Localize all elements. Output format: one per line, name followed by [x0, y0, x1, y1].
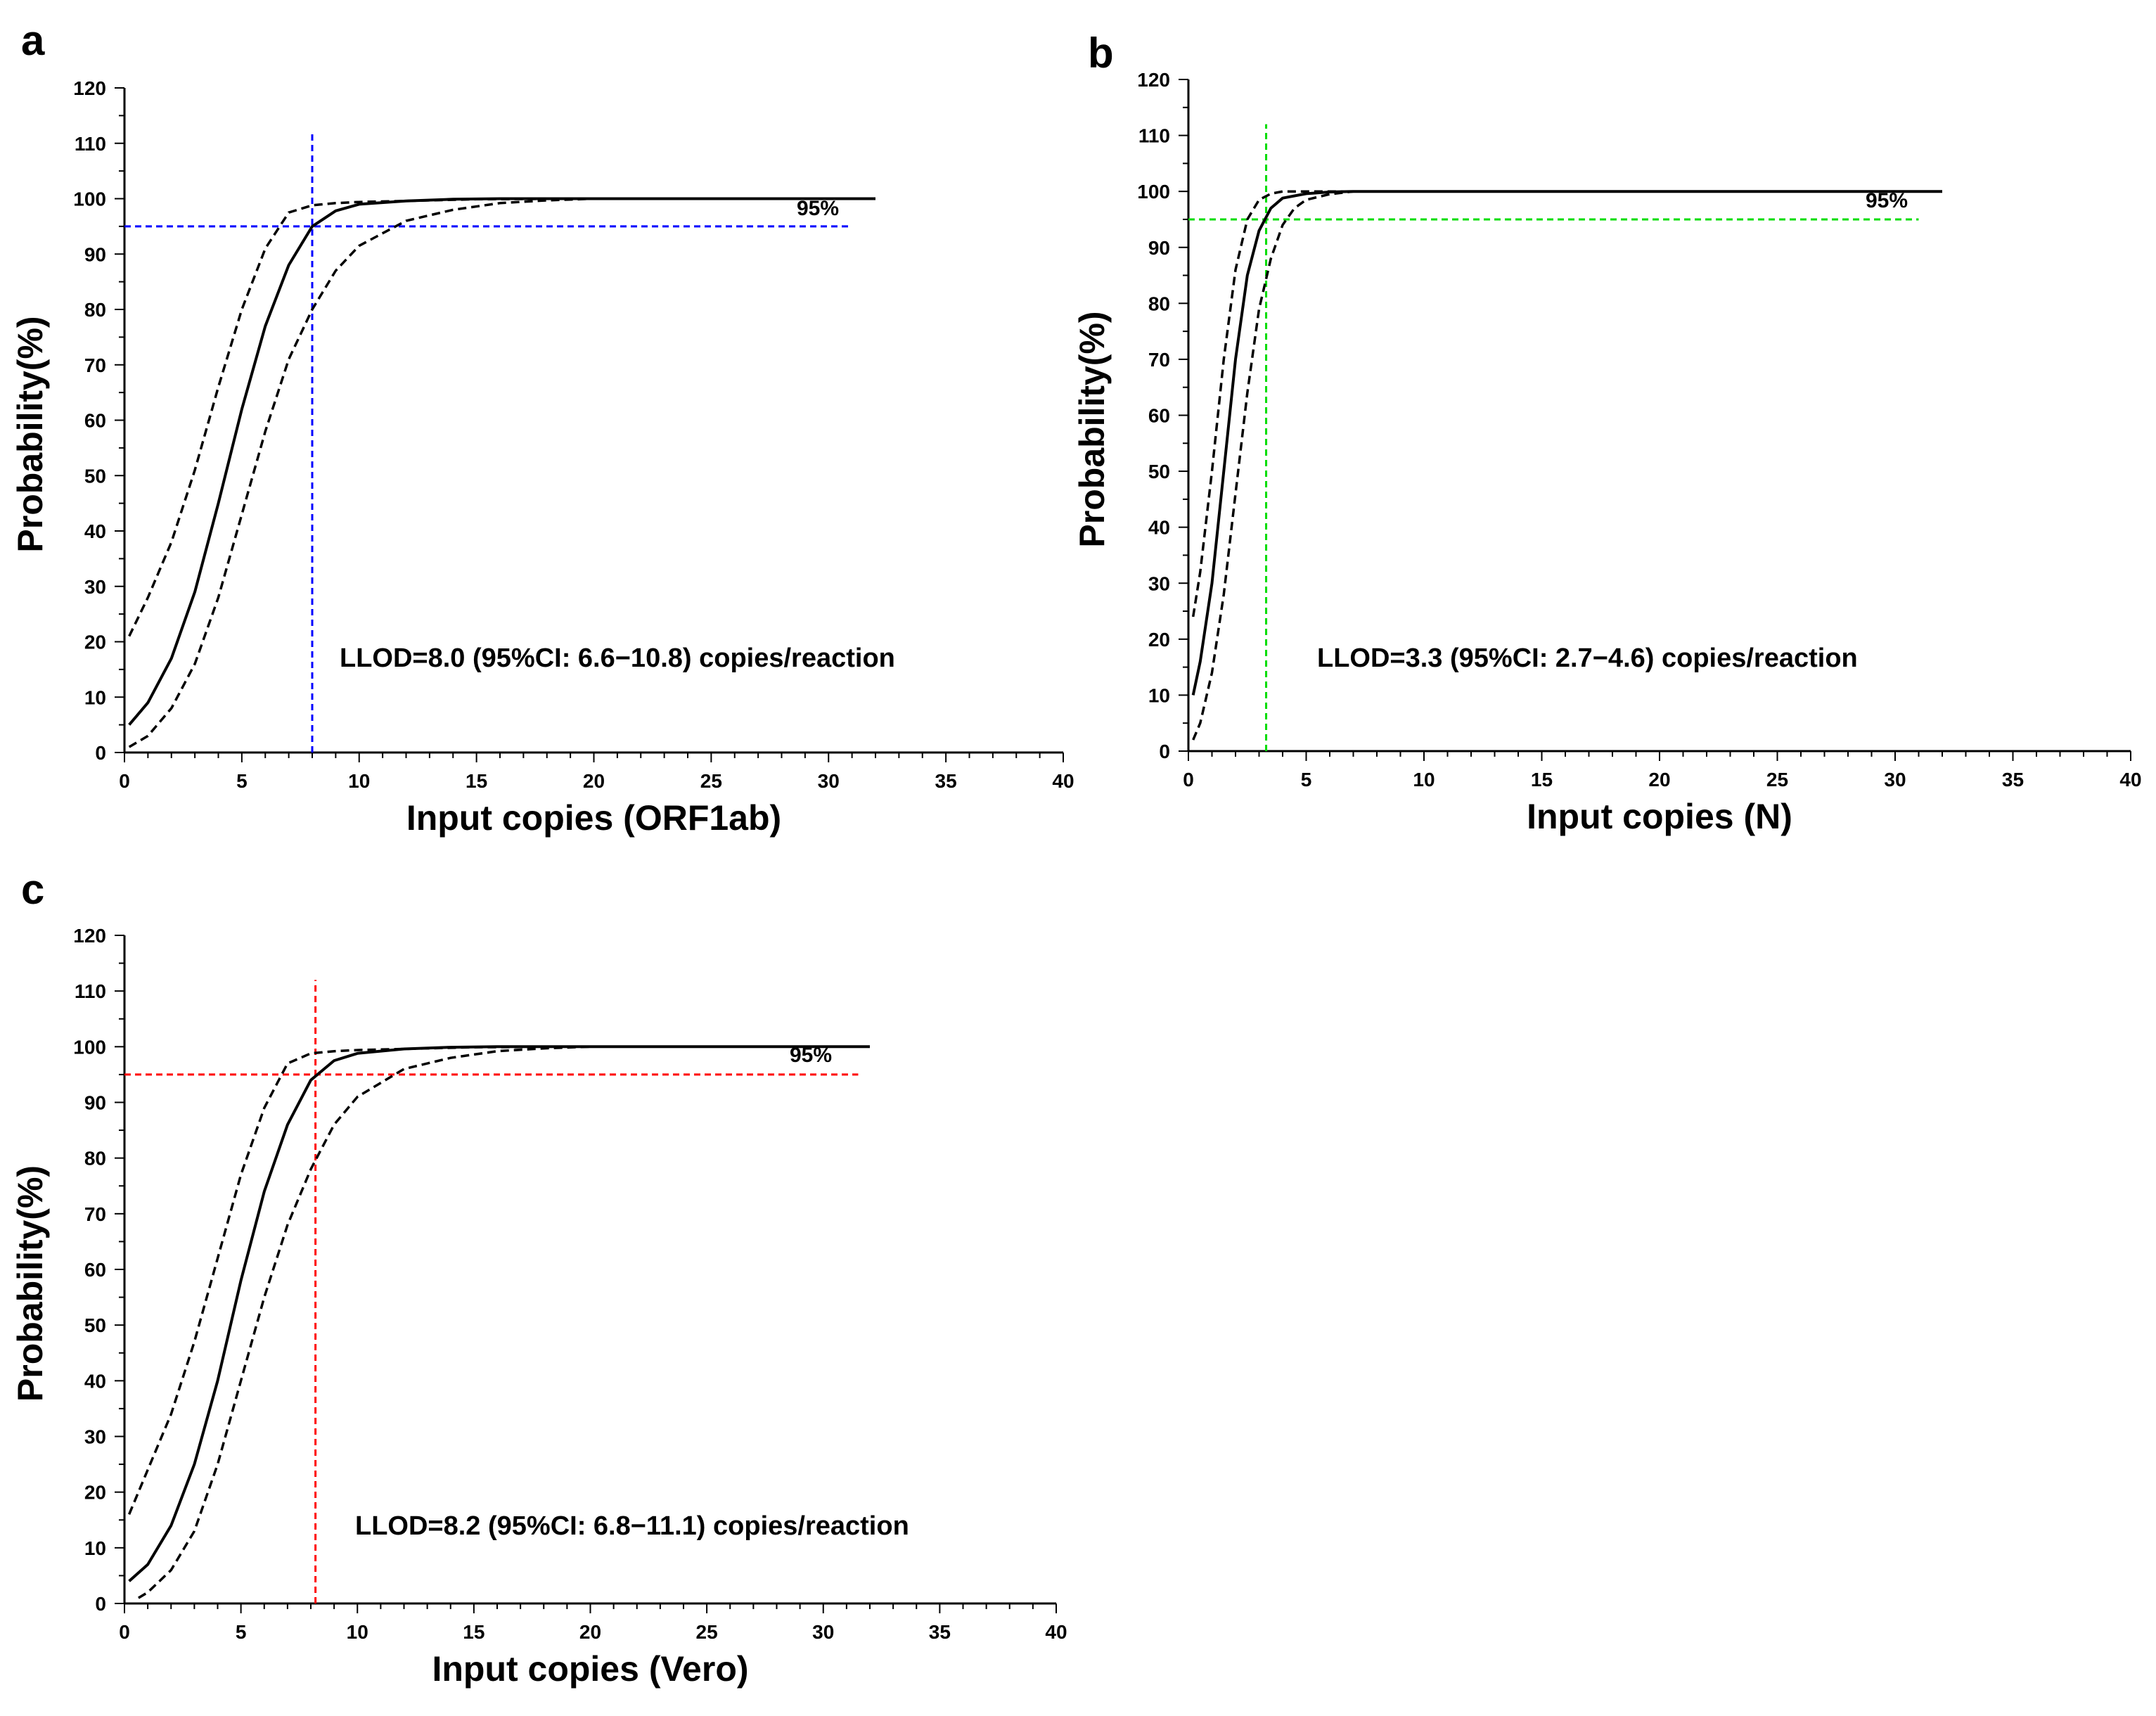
y-tick-label: 60: [84, 410, 106, 432]
y-tick-label: 120: [73, 925, 106, 947]
y-tick-label: 10: [1148, 684, 1170, 706]
series-fit-line: [128, 1045, 870, 1582]
y-tick-label: 20: [84, 632, 106, 653]
x-tick-label: 25: [1766, 769, 1788, 790]
panel-letter: a: [21, 17, 45, 64]
x-tick-label: 30: [818, 770, 840, 792]
x-axis-title: Input copies (Vero): [432, 1649, 748, 1689]
y-axis-title: Probability(%): [1072, 311, 1112, 547]
y-tick-label: 30: [84, 1426, 106, 1448]
x-tick-label: 5: [1301, 769, 1312, 790]
x-tick-label: 15: [466, 770, 487, 792]
y-tick-label: 120: [1137, 69, 1170, 91]
y-tick-label: 100: [73, 1036, 106, 1058]
x-tick-label: 10: [347, 1621, 368, 1643]
y-tick-label: 100: [73, 188, 106, 210]
x-axis-title: Input copies (N): [1527, 797, 1792, 836]
y-tick-label: 80: [1148, 293, 1170, 314]
y-axis-title: Probability(%): [11, 316, 50, 552]
y-tick-label: 30: [1148, 572, 1170, 594]
series-lower-ci-line: [138, 1045, 870, 1599]
threshold-label: 95%: [1866, 189, 1908, 212]
llod-annotation: LLOD=3.3 (95%CI: 2.7−4.6) copies/reactio…: [1317, 644, 1858, 673]
x-tick-label: 5: [236, 770, 248, 792]
x-tick-label: 40: [1052, 770, 1074, 792]
y-tick-label: 20: [1148, 629, 1170, 651]
series-upper-ci-line: [1191, 190, 1942, 617]
panel-letter: b: [1088, 30, 1114, 77]
y-tick-label: 50: [84, 1314, 106, 1336]
x-tick-label: 0: [119, 1621, 130, 1643]
series-lower-ci-line: [128, 197, 875, 748]
threshold-label: 95%: [797, 197, 839, 220]
x-tick-label: 20: [583, 770, 605, 792]
x-tick-label: 35: [935, 770, 957, 792]
x-tick-label: 40: [1045, 1621, 1067, 1643]
y-tick-label: 40: [84, 520, 106, 542]
y-tick-label: 80: [84, 1148, 106, 1170]
y-tick-label: 90: [84, 243, 106, 265]
y-tick-label: 10: [84, 686, 106, 708]
y-tick-label: 40: [84, 1370, 106, 1392]
x-tick-label: 25: [696, 1621, 718, 1643]
x-tick-label: 15: [1531, 769, 1553, 790]
threshold-label: 95%: [790, 1044, 832, 1067]
panel-b: b 0 5 10 15 20 25 30 35 40 0 10 20 30 40 50 60 70 80 90 100 1…: [1072, 30, 2142, 836]
y-tick-label: 90: [84, 1092, 106, 1114]
llod-annotation: LLOD=8.2 (95%CI: 6.8−11.1) copies/reacti…: [355, 1511, 909, 1541]
y-tick-label: 70: [1148, 349, 1170, 371]
y-tick-label: 120: [73, 77, 106, 99]
x-axis-title: Input copies (ORF1ab): [406, 798, 781, 838]
x-tick-label: 10: [1413, 769, 1435, 790]
y-tick-label: 60: [84, 1259, 106, 1281]
x-tick-label: 30: [812, 1621, 834, 1643]
x-tick-label: 30: [1884, 769, 1906, 790]
y-tick-label: 50: [1148, 461, 1170, 482]
x-tick-label: 5: [236, 1621, 247, 1643]
series-fit-line: [1191, 190, 1942, 696]
y-tick-label: 50: [84, 465, 106, 487]
x-tick-label: 25: [700, 770, 722, 792]
x-tick-label: 0: [119, 770, 130, 792]
y-axis-title: Probability(%): [11, 1165, 50, 1402]
x-tick-label: 35: [929, 1621, 951, 1643]
x-tick-label: 35: [2002, 769, 2024, 790]
y-tick-label: 100: [1137, 181, 1170, 203]
llod-annotation: LLOD=8.0 (95%CI: 6.6−10.8) copies/reacti…: [340, 644, 895, 673]
y-tick-label: 40: [1148, 517, 1170, 539]
panel-a: a 0 5 10 15 20 25 30 35 40 0 10 20 30 40 50 60 70 80 90 100 1…: [11, 17, 1074, 838]
panel-letter: c: [21, 866, 44, 913]
y-tick-label: 0: [95, 742, 106, 764]
y-tick-label: 0: [95, 1593, 106, 1615]
y-tick-label: 60: [1148, 405, 1170, 427]
y-tick-label: 70: [84, 354, 106, 376]
y-tick-label: 0: [1159, 741, 1170, 762]
y-tick-label: 110: [75, 980, 106, 1002]
x-tick-label: 15: [463, 1621, 485, 1643]
x-tick-label: 40: [2119, 769, 2141, 790]
series-upper-ci-line: [128, 197, 875, 637]
series-lower-ci-line: [1192, 190, 1942, 741]
y-tick-label: 70: [84, 1203, 106, 1225]
x-tick-label: 10: [348, 770, 370, 792]
y-tick-label: 30: [84, 576, 106, 598]
y-tick-label: 110: [1138, 125, 1170, 147]
y-tick-label: 20: [84, 1482, 106, 1504]
y-tick-label: 10: [84, 1537, 106, 1559]
panel-c: c 0 5 10 15 20 25 30 35 40 0 10 20 30 40 50 60 70 80 90 100 1…: [11, 866, 1067, 1689]
x-tick-label: 20: [1648, 769, 1670, 790]
x-tick-label: 0: [1183, 769, 1194, 790]
y-tick-label: 110: [75, 133, 106, 155]
x-tick-label: 20: [579, 1621, 601, 1643]
y-tick-label: 90: [1148, 237, 1170, 259]
series-upper-ci-line: [127, 1045, 870, 1515]
y-tick-label: 80: [84, 299, 106, 321]
